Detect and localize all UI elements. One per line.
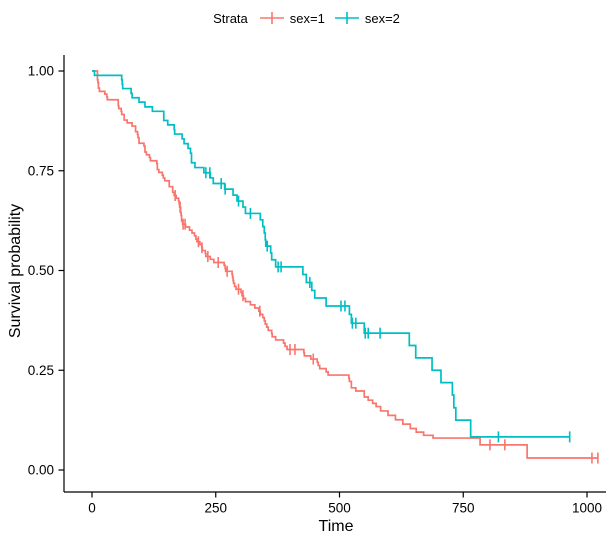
y-tick-label: 0.50 bbox=[28, 263, 54, 278]
x-tick-label: 0 bbox=[88, 501, 96, 516]
survival-curve-sex1 bbox=[92, 70, 598, 459]
legend-item-sex1: sex=1 bbox=[259, 10, 325, 26]
censor-plus-icon-sex2 bbox=[334, 12, 359, 24]
legend: Strata sex=1 sex=2 bbox=[0, 5, 613, 31]
legend-label-sex1: sex=1 bbox=[289, 10, 325, 26]
x-tick-label: 500 bbox=[328, 501, 351, 516]
legend-item-sex2: sex=2 bbox=[334, 10, 400, 26]
y-axis-title: Survival probability bbox=[7, 203, 24, 339]
censor-plus-icon-sex1 bbox=[259, 12, 284, 24]
legend-label-sex2: sex=2 bbox=[364, 10, 400, 26]
x-tick-label: 250 bbox=[204, 501, 227, 516]
x-tick-label: 1000 bbox=[572, 501, 602, 516]
x-axis-title: Time bbox=[318, 518, 354, 535]
y-tick-label: 0.00 bbox=[28, 463, 54, 478]
x-tick-label: 750 bbox=[452, 501, 475, 516]
y-tick-label: 0.75 bbox=[28, 163, 54, 178]
y-tick-label: 0.25 bbox=[28, 363, 54, 378]
survival-curve-sex2 bbox=[92, 70, 570, 438]
y-tick-label: 1.00 bbox=[28, 64, 54, 79]
legend-title: Strata bbox=[213, 10, 248, 26]
